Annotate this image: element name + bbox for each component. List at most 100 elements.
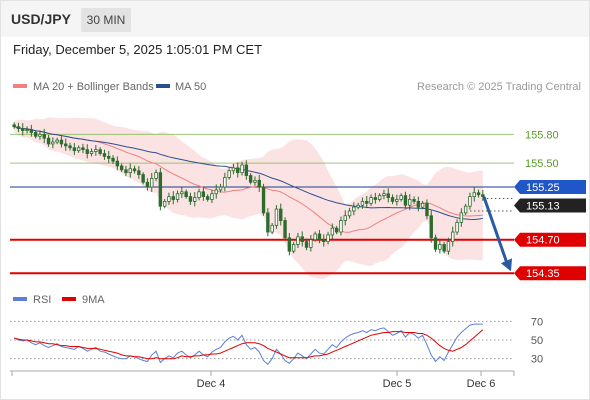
candle-body	[214, 189, 218, 195]
candle-body	[175, 193, 180, 200]
candle	[412, 196, 416, 205]
candle	[459, 208, 464, 227]
candle-body	[438, 244, 442, 250]
candle-body	[145, 181, 150, 188]
rsi-ma-legend-swatch	[62, 297, 76, 301]
x-axis: Dec 4 Dec 5 Dec 6	[10, 370, 515, 390]
ma50-legend-swatch	[156, 84, 170, 88]
bollinger-band-fill	[14, 117, 483, 280]
candle-body	[451, 231, 455, 243]
candle	[21, 123, 25, 136]
rsi-line	[13, 323, 483, 366]
rsi-tick-label: 30	[531, 354, 543, 366]
last-price-label: 155.13	[526, 201, 560, 213]
bollinger-bands	[14, 117, 483, 280]
candle-body	[124, 169, 128, 174]
candle	[382, 189, 386, 200]
candle	[395, 194, 399, 206]
candle	[283, 217, 287, 241]
candle-body	[343, 215, 347, 221]
candle	[162, 199, 167, 209]
candle-body	[128, 168, 132, 174]
candle-body	[463, 205, 468, 214]
candle	[360, 197, 365, 209]
candle-body	[42, 133, 46, 139]
x-tick-label: Dec 6	[467, 378, 496, 390]
candle-body	[317, 233, 322, 241]
candle-body	[296, 236, 300, 245]
candle	[12, 122, 16, 129]
level-tag	[514, 266, 586, 281]
candle-body	[180, 191, 184, 195]
candle-body	[369, 197, 373, 204]
candle	[334, 225, 339, 235]
candle	[356, 202, 360, 210]
candle	[455, 219, 459, 235]
candle-body	[270, 224, 274, 233]
candle-body	[236, 167, 240, 174]
candle	[420, 200, 425, 210]
candle	[300, 231, 304, 247]
candle-body	[403, 195, 408, 206]
ma20-legend-swatch	[13, 84, 27, 88]
level-label: 154.70	[526, 235, 560, 247]
candle	[150, 172, 154, 192]
candle-body	[283, 220, 287, 239]
candle	[46, 135, 51, 147]
candle	[347, 207, 352, 219]
candle	[128, 163, 132, 178]
candle	[137, 166, 141, 179]
candle	[119, 163, 124, 172]
candle	[94, 144, 98, 156]
candle	[425, 199, 429, 220]
candle-body	[167, 196, 171, 202]
candle	[158, 167, 163, 211]
candle	[188, 192, 193, 205]
candle	[330, 223, 335, 240]
candle-body	[193, 197, 197, 202]
rsi-tick-label: 70	[531, 316, 543, 328]
level-label: 155.50	[525, 158, 559, 170]
candle	[476, 189, 481, 198]
candle	[481, 189, 485, 201]
candle-body	[429, 215, 433, 239]
candle-body	[395, 199, 399, 202]
candle	[257, 174, 261, 192]
candle-body	[102, 153, 107, 157]
candle-body	[386, 193, 390, 198]
candle	[205, 194, 210, 202]
candle-body	[119, 165, 124, 171]
candle	[322, 234, 326, 247]
rsi-legend-swatch	[13, 297, 27, 301]
candle	[468, 192, 472, 210]
candle	[102, 149, 107, 160]
candle-body	[98, 149, 102, 154]
candle	[343, 210, 347, 226]
timeframe-button[interactable]: 30 MIN	[81, 8, 131, 32]
candle	[227, 168, 231, 180]
candle-body	[188, 196, 193, 202]
candle	[89, 148, 94, 157]
candle	[304, 238, 309, 251]
candle-body	[115, 160, 120, 167]
candle	[472, 187, 476, 202]
candle-body	[55, 139, 59, 143]
candle	[167, 192, 171, 205]
candle-body	[85, 149, 89, 154]
candle-body	[257, 179, 261, 188]
candle-body	[64, 143, 68, 147]
candle-body	[244, 164, 249, 176]
candle	[98, 147, 102, 156]
candle-body	[81, 147, 85, 151]
rsi-ma-line	[14, 329, 484, 360]
candle-body	[455, 222, 459, 233]
candle	[399, 193, 403, 202]
candle	[352, 202, 356, 216]
candle	[369, 194, 373, 207]
candle-body	[416, 200, 421, 208]
candle-body	[76, 147, 81, 152]
candle-body	[38, 133, 42, 137]
candle	[154, 169, 158, 182]
candle-body	[51, 141, 55, 145]
candle-body	[420, 202, 425, 208]
